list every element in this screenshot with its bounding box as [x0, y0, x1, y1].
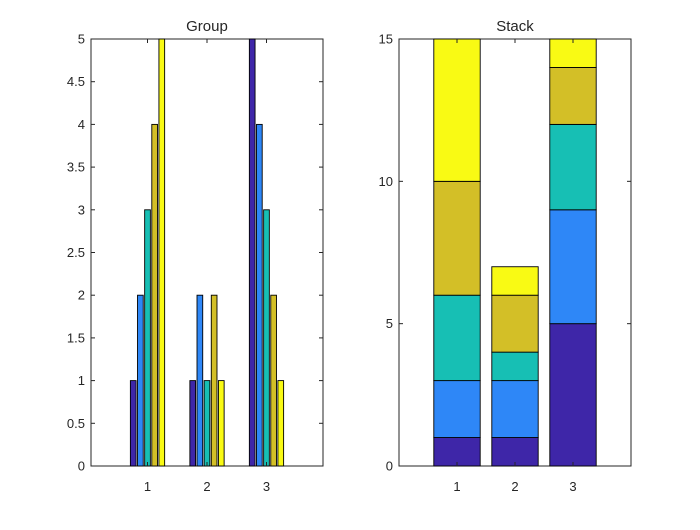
group-bar-cat1-s4	[151, 123, 158, 467]
group-bar-cat1-s3	[144, 209, 151, 467]
group-chart: 0 0.5 1 1.5 2 2.5 3 3.5 4 4.5 5 1 2 3 Group	[67, 18, 324, 494]
stack-bar-cat2-s3	[491, 351, 539, 382]
stack-chart-title: Stack	[496, 18, 534, 35]
group-xtick-label: 1	[144, 479, 151, 494]
group-ytick-label: 4	[78, 117, 85, 132]
stack-bar-cat1-s3	[433, 294, 481, 382]
stack-bar-cat2-s1	[491, 437, 539, 467]
stack-bar-cat2-s2	[491, 380, 539, 438]
group-ytick-label: 5	[78, 32, 85, 47]
group-xtick-label: 3	[263, 479, 270, 494]
group-ytick-label: 0	[78, 459, 85, 474]
group-xtick-label: 2	[203, 479, 210, 494]
stack-chart: 0 5 10 15 1 2 3 Stack	[379, 18, 632, 494]
group-ytick-label: 0.5	[67, 416, 85, 431]
group-bar-cat1-s1	[129, 380, 137, 467]
group-ytick-label: 2.5	[67, 245, 85, 260]
stack-bar-cat3-s5	[549, 38, 597, 68]
stack-bar-cat1-s2	[433, 380, 481, 438]
group-ytick-label: 3	[78, 202, 85, 217]
group-bars	[129, 38, 285, 467]
stack-bar-cat3-s1	[549, 323, 597, 467]
stack-bar-cat1-s1	[433, 437, 481, 467]
stack-bar-cat3-s4	[549, 67, 597, 125]
group-bar-cat1-s5	[158, 38, 166, 467]
group-bar-cat3-s2	[256, 123, 263, 467]
group-ytick-label: 4.5	[67, 74, 85, 89]
group-bar-cat3-s1	[248, 38, 256, 467]
stack-ytick-label: 10	[379, 174, 393, 189]
group-bar-cat3-s3	[263, 209, 270, 467]
stack-bar-cat1-s4	[433, 180, 481, 296]
stack-bars	[433, 38, 597, 467]
group-ytick-label: 1	[78, 373, 85, 388]
stack-xtick-label: 1	[453, 479, 460, 494]
group-bar-cat2-s4	[210, 294, 218, 467]
group-ticks: 0 0.5 1 1.5 2 2.5 3 3.5 4 4.5 5 1 2 3	[67, 32, 323, 494]
group-bar-cat3-s5	[277, 380, 285, 467]
stack-ytick-label: 5	[386, 316, 393, 331]
group-bar-cat2-s5	[217, 380, 225, 467]
group-bar-cat2-s3	[203, 380, 211, 467]
stack-bar-cat3-s2	[549, 209, 597, 325]
stack-bar-cat2-s4	[491, 294, 539, 353]
group-bar-cat2-s1	[189, 380, 197, 467]
stack-ytick-label: 0	[386, 459, 393, 474]
stack-ticks: 0 5 10 15 1 2 3	[379, 32, 631, 494]
group-ytick-label: 2	[78, 288, 85, 303]
stack-bar-cat3-s3	[549, 123, 597, 211]
group-bar-cat1-s2	[137, 294, 144, 467]
group-bar-cat3-s4	[270, 294, 277, 467]
group-ytick-label: 1.5	[67, 330, 85, 345]
stack-xtick-label: 2	[511, 479, 518, 494]
stack-ytick-label: 15	[379, 32, 393, 47]
stack-xtick-label: 3	[569, 479, 576, 494]
group-chart-title: Group	[186, 18, 228, 35]
stack-bar-cat2-s5	[491, 266, 539, 296]
group-ytick-label: 3.5	[67, 160, 85, 175]
stack-bar-cat1-s5	[433, 38, 481, 182]
group-bar-cat2-s2	[196, 294, 204, 467]
